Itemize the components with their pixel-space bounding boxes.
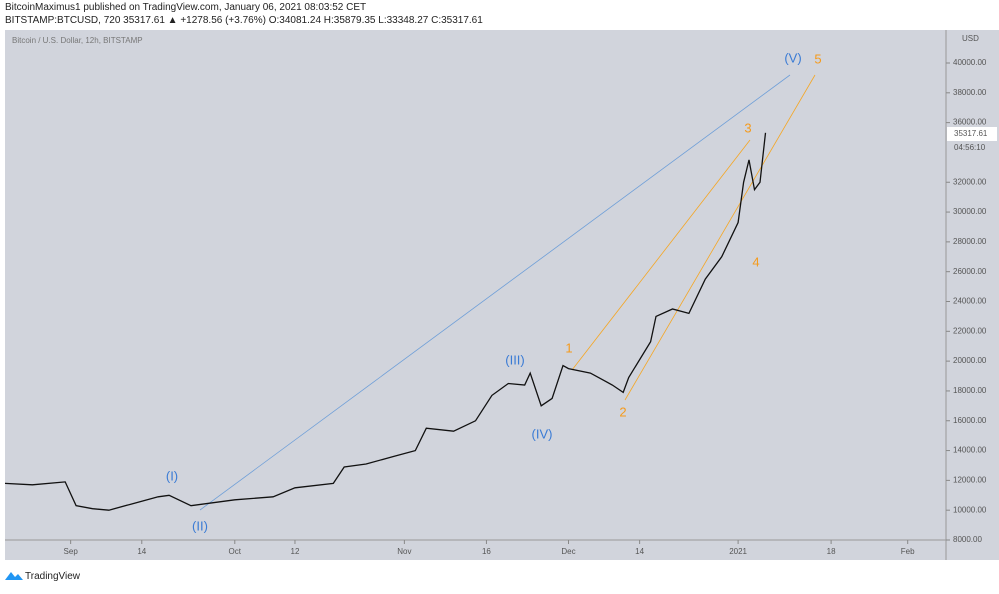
price-line bbox=[4, 132, 767, 511]
time-axis bbox=[5, 540, 946, 560]
wave-label: 1 bbox=[565, 340, 572, 355]
x-tick-label: Sep bbox=[64, 547, 79, 556]
x-tick-label: Nov bbox=[397, 547, 411, 556]
x-tick-label: Feb bbox=[901, 547, 915, 556]
y-tick-label: 28000.00 bbox=[953, 237, 987, 246]
countdown: 04:56:10 bbox=[954, 143, 986, 152]
x-tick-label: 14 bbox=[137, 547, 146, 556]
footer-brand: TradingView bbox=[25, 571, 81, 582]
wave-label: 5 bbox=[814, 51, 821, 66]
plot-area bbox=[5, 30, 946, 540]
channel-line bbox=[624, 74, 816, 401]
y-tick-label: 30000.00 bbox=[953, 207, 987, 216]
y-tick-label: 14000.00 bbox=[953, 446, 987, 455]
watermark: Bitcoin / U.S. Dollar, 12h, BITSTAMP bbox=[12, 36, 143, 45]
y-tick-label: 18000.00 bbox=[953, 386, 987, 395]
channel-line bbox=[571, 139, 751, 371]
publisher: BitcoinMaximus1 published on TradingView… bbox=[5, 2, 366, 13]
x-tick-label: 2021 bbox=[729, 547, 747, 556]
last-price: 35317.61 bbox=[954, 129, 988, 138]
ticker: BITSTAMP:BTCUSD, 720 35317.61 ▲ +1278.56… bbox=[5, 15, 483, 26]
wave-label: 4 bbox=[752, 254, 759, 269]
y-tick-label: 8000.00 bbox=[953, 535, 982, 544]
y-tick-label: 20000.00 bbox=[953, 356, 987, 365]
wave-label: 2 bbox=[619, 404, 626, 419]
y-tick-label: 16000.00 bbox=[953, 416, 987, 425]
y-tick-label: 40000.00 bbox=[953, 58, 987, 67]
y-tick-label: 24000.00 bbox=[953, 297, 987, 306]
x-tick-label: 18 bbox=[827, 547, 836, 556]
y-tick-label: 32000.00 bbox=[953, 177, 987, 186]
wave-label: 3 bbox=[744, 120, 751, 135]
x-tick-label: 12 bbox=[291, 547, 300, 556]
price-tag bbox=[947, 127, 997, 141]
y-tick-label: 12000.00 bbox=[953, 475, 987, 484]
price-axis bbox=[946, 30, 999, 560]
wave-label: (II) bbox=[192, 518, 208, 533]
y-tick-label: 38000.00 bbox=[953, 88, 987, 97]
y-tick-label: 36000.00 bbox=[953, 118, 987, 127]
trend-line bbox=[199, 74, 791, 511]
x-tick-label: 14 bbox=[635, 547, 644, 556]
y-tick-label: 10000.00 bbox=[953, 505, 987, 514]
wave-label: (IV) bbox=[532, 426, 553, 441]
y-tick-label: 26000.00 bbox=[953, 267, 987, 276]
wave-label: (I) bbox=[166, 468, 178, 483]
wave-label: (III) bbox=[505, 352, 525, 367]
x-tick-label: Dec bbox=[561, 547, 575, 556]
y-tick-label: 22000.00 bbox=[953, 326, 987, 335]
y-axis-label: USD bbox=[962, 34, 979, 43]
x-tick-label: 16 bbox=[482, 547, 491, 556]
logo bbox=[5, 572, 23, 580]
wave-label: (V) bbox=[784, 50, 801, 65]
x-tick-label: Oct bbox=[229, 547, 242, 556]
